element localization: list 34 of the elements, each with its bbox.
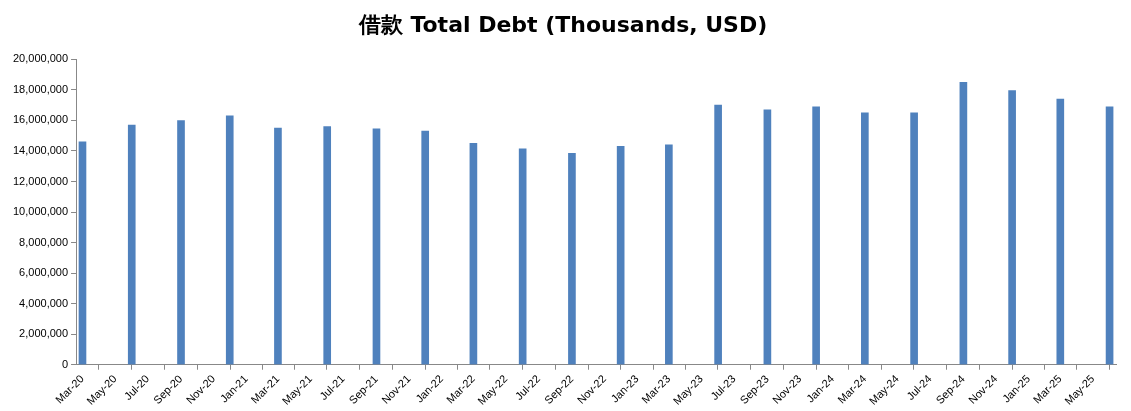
- bar: [861, 112, 869, 365]
- bar: [1056, 98, 1065, 365]
- y-tick-label: 12,000,000: [12, 174, 69, 187]
- bar: [959, 81, 968, 365]
- y-tick-label: 2,000,000: [19, 327, 69, 340]
- y-tick-label: 20,000,000: [12, 52, 69, 65]
- bar: [1008, 90, 1016, 365]
- bar: [78, 141, 87, 365]
- bar: [274, 127, 282, 365]
- bar: [421, 130, 430, 365]
- bar: [323, 126, 332, 365]
- chart-title: 借款 Total Debt (Thousands, USD): [357, 11, 768, 37]
- y-tick-label: 4,000,000: [19, 296, 69, 309]
- bar: [225, 115, 234, 365]
- bar: [616, 146, 625, 365]
- y-tick-label: 14,000,000: [12, 144, 69, 157]
- bar: [177, 120, 185, 365]
- y-tick-label: 16,000,000: [12, 113, 69, 126]
- y-tick-label: 6,000,000: [19, 266, 69, 279]
- bar: [714, 104, 722, 365]
- bar: [1105, 106, 1114, 365]
- bar: [910, 112, 918, 365]
- bar: [518, 148, 527, 365]
- bar: [568, 152, 576, 365]
- y-tick-label: 10,000,000: [12, 205, 69, 218]
- bar: [127, 124, 136, 365]
- y-tick-label: 18,000,000: [12, 82, 69, 95]
- bar: [763, 109, 772, 365]
- bar: [372, 128, 381, 365]
- bar: [665, 144, 673, 365]
- y-tick-label: 0: [61, 357, 69, 370]
- bar: [469, 143, 478, 365]
- y-tick-label: 8,000,000: [19, 235, 69, 248]
- bar: [812, 106, 820, 365]
